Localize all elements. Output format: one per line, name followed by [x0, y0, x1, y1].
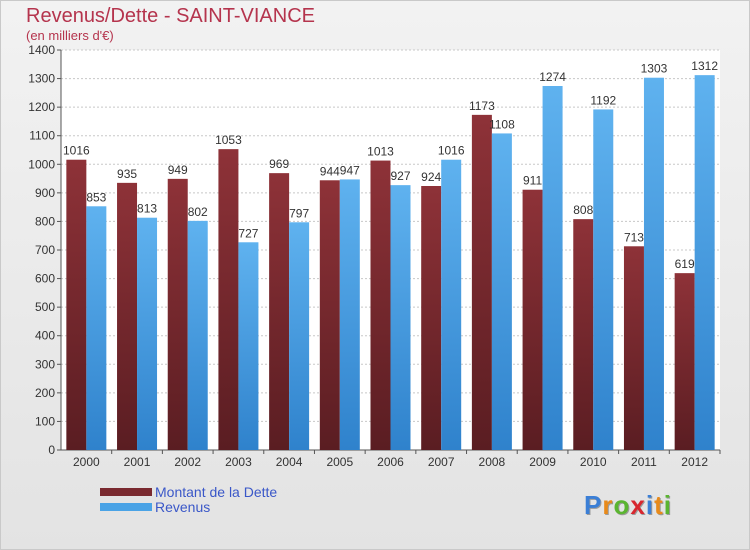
- x-tick-label: 2008: [479, 455, 506, 469]
- bar-dette: [623, 246, 644, 450]
- data-label: 1274: [539, 70, 566, 84]
- bar-revenus: [491, 133, 512, 450]
- bar-revenus: [643, 77, 664, 450]
- logo-letter: r: [602, 490, 614, 520]
- x-tick-label: 2009: [529, 455, 556, 469]
- y-tick-label: 800: [35, 214, 55, 228]
- bar-revenus: [694, 75, 715, 451]
- data-label: 1016: [438, 144, 465, 158]
- bar-dette: [370, 160, 391, 451]
- bar-dette: [66, 159, 87, 450]
- bar-dette: [471, 114, 492, 450]
- y-tick-label: 200: [35, 386, 55, 400]
- data-label: 1108: [489, 117, 515, 131]
- logo-letter: i: [663, 490, 672, 520]
- x-tick-label: 2006: [377, 455, 404, 469]
- y-tick-label: 900: [35, 186, 55, 200]
- data-label: 944: [320, 164, 340, 178]
- data-label: 813: [137, 202, 157, 216]
- y-tick-label: 600: [35, 272, 55, 286]
- y-tick-label: 300: [35, 357, 55, 371]
- chart-title: Revenus/Dette - SAINT-VIANCE: [26, 5, 315, 27]
- x-tick-label: 2004: [276, 455, 303, 469]
- data-label: 947: [340, 163, 360, 177]
- logo-letter: P: [584, 490, 603, 520]
- bar-revenus: [441, 159, 462, 450]
- bar-revenus: [289, 222, 310, 450]
- legend-swatch-revenus: [100, 503, 152, 511]
- y-tick-label: 400: [35, 329, 55, 343]
- x-tick-label: 2000: [73, 455, 100, 469]
- data-label: 1013: [367, 145, 394, 159]
- y-tick-label: 100: [35, 414, 55, 428]
- legend-label-revenus: Revenus: [155, 499, 211, 515]
- bar-dette: [522, 189, 543, 450]
- data-label: 802: [188, 205, 208, 219]
- bar-dette: [117, 182, 138, 450]
- data-label: 949: [168, 163, 188, 177]
- bar-revenus: [339, 179, 360, 450]
- bar-revenus: [238, 242, 259, 450]
- legend-label-dette: Montant de la Dette: [155, 484, 278, 500]
- proxiti-logo: Proxiti: [584, 490, 672, 521]
- x-tick-label: 2001: [124, 455, 151, 469]
- data-label: 797: [289, 206, 309, 220]
- y-tick-label: 0: [48, 443, 55, 457]
- legend-swatch-dette: [100, 488, 152, 496]
- logo-letter: x: [630, 490, 646, 520]
- data-label: 853: [86, 190, 106, 204]
- data-label: 1192: [590, 93, 616, 107]
- data-label: 713: [624, 230, 644, 244]
- logo-letter: o: [613, 490, 631, 520]
- data-label: 1303: [641, 62, 668, 76]
- x-tick-label: 2011: [631, 455, 657, 469]
- bar-revenus: [542, 86, 563, 450]
- y-tick-label: 1200: [28, 100, 55, 114]
- x-tick-label: 2007: [428, 455, 455, 469]
- bar-revenus: [593, 109, 614, 450]
- data-label: 808: [573, 203, 593, 217]
- x-tick-label: 2005: [326, 455, 353, 469]
- bar-revenus: [86, 206, 107, 450]
- x-tick-label: 2010: [580, 455, 607, 469]
- bar-dette: [167, 178, 188, 450]
- y-tick-label: 1300: [28, 72, 55, 86]
- chart-subtitle: (en milliers d'€): [26, 28, 114, 43]
- logo-letter: i: [645, 490, 655, 520]
- bar-dette: [269, 173, 290, 450]
- data-label: 924: [421, 170, 441, 184]
- bar-dette: [319, 180, 340, 451]
- data-label: 1053: [215, 133, 242, 147]
- y-tick-label: 1100: [29, 129, 55, 143]
- x-tick-label: 2002: [174, 455, 201, 469]
- bar-dette: [573, 219, 594, 450]
- data-label: 1173: [469, 99, 495, 113]
- data-label: 727: [238, 226, 258, 240]
- bar-revenus: [390, 185, 411, 450]
- y-tick-label: 500: [35, 300, 55, 314]
- data-label: 1312: [691, 59, 718, 73]
- data-label: 911: [523, 174, 542, 188]
- bar-dette: [218, 149, 239, 450]
- data-label: 1016: [63, 144, 90, 158]
- y-tick-label: 1400: [28, 43, 55, 57]
- data-label: 969: [269, 157, 289, 171]
- x-tick-label: 2003: [225, 455, 252, 469]
- bar-revenus: [137, 217, 158, 450]
- data-label: 619: [675, 257, 695, 271]
- bar-dette: [674, 273, 695, 450]
- x-tick-label: 2012: [681, 455, 708, 469]
- data-label: 935: [117, 167, 137, 181]
- y-tick-label: 1000: [28, 157, 55, 171]
- bar-dette: [421, 186, 442, 450]
- y-tick-label: 700: [35, 243, 55, 257]
- logo-letter: t: [654, 490, 664, 520]
- data-label: 927: [390, 169, 410, 183]
- bar-revenus: [187, 220, 208, 450]
